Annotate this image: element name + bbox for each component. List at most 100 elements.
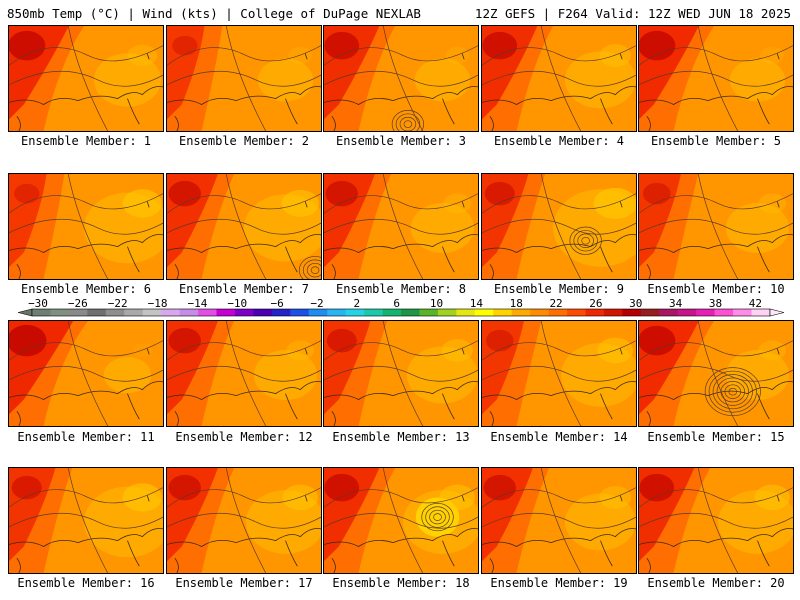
member-label-15: Ensemble Member: 15 <box>647 430 785 444</box>
map-panel-member-14 <box>481 320 637 427</box>
colorbar-swatch <box>677 309 697 316</box>
map-panel-member-12 <box>166 320 322 427</box>
colorbar-swatch <box>308 309 328 316</box>
colorbar-swatch <box>567 309 586 316</box>
member-label-19: Ensemble Member: 19 <box>490 576 628 590</box>
member-label-9: Ensemble Member: 9 <box>493 282 625 296</box>
member-label-2: Ensemble Member: 2 <box>178 134 310 148</box>
colorbar-tick-label: −30 <box>28 298 48 310</box>
colorbar-tick-label: 38 <box>709 298 722 310</box>
valid-time: 12Z GEFS | F264 Valid: 12Z WED JUN 18 20… <box>474 6 791 21</box>
map-panel-member-19 <box>481 467 637 574</box>
colorbar-swatch <box>327 309 346 316</box>
colorbar-tick-label: 30 <box>629 298 642 310</box>
map-panel-member-15 <box>638 320 794 427</box>
member-label-5: Ensemble Member: 5 <box>650 134 782 148</box>
colorbar-tick-label: 6 <box>393 298 400 310</box>
colorbar-swatch <box>437 309 457 316</box>
colorbar-swatch <box>714 309 734 316</box>
colorbar-swatch <box>364 309 383 316</box>
map-panel-member-7 <box>166 173 322 280</box>
colorbar-tick-label: 2 <box>354 298 361 310</box>
colorbar-swatch <box>474 309 494 316</box>
colorbar-swatch <box>456 309 476 316</box>
colorbar-swatch <box>548 309 568 316</box>
map-panel-member-20 <box>638 467 794 574</box>
colorbar-tick-label: −2 <box>310 298 323 310</box>
map-panel-member-17 <box>166 467 322 574</box>
colorbar-tick-label: −6 <box>270 298 283 310</box>
member-label-17: Ensemble Member: 17 <box>175 576 313 590</box>
map-panel-member-11 <box>8 320 164 427</box>
colorbar-swatch <box>124 309 143 316</box>
colorbar-swatch <box>493 309 512 316</box>
map-panel-member-1 <box>8 25 164 132</box>
member-label-16: Ensemble Member: 16 <box>17 576 155 590</box>
colorbar-tick-label: −14 <box>187 298 207 310</box>
colorbar-swatch <box>345 309 365 316</box>
map-panel-member-16 <box>8 467 164 574</box>
colorbar-swatch <box>419 309 439 316</box>
member-label-4: Ensemble Member: 4 <box>493 134 625 148</box>
member-label-20: Ensemble Member: 20 <box>647 576 785 590</box>
member-label-12: Ensemble Member: 12 <box>175 430 313 444</box>
member-label-11: Ensemble Member: 11 <box>17 430 155 444</box>
map-panel-member-5 <box>638 25 794 132</box>
colorbar-swatch <box>585 309 605 316</box>
colorbar-swatch <box>216 309 236 316</box>
colorbar-swatch <box>253 309 273 316</box>
temperature-colorbar: −30 −26 −22 −18 −14 −10 −6 −2 2 6 10 14 18 22 26 30 34 38… <box>18 298 784 317</box>
colorbar-tick-label: −10 <box>227 298 247 310</box>
colorbar-swatch <box>198 309 217 316</box>
member-label-8: Ensemble Member: 8 <box>335 282 467 296</box>
colorbar-tick-label: −22 <box>108 298 128 310</box>
colorbar-swatch <box>382 309 402 316</box>
colorbar-swatch <box>530 309 549 316</box>
colorbar-swatch <box>603 309 623 316</box>
map-panel-member-10 <box>638 173 794 280</box>
member-label-7: Ensemble Member: 7 <box>178 282 310 296</box>
colorbar-swatch <box>87 309 107 316</box>
colorbar-left-arrow <box>18 308 33 317</box>
map-panel-member-6 <box>8 173 164 280</box>
colorbar-swatch <box>179 309 199 316</box>
colorbar-tick-label: 34 <box>669 298 683 310</box>
colorbar-swatch <box>142 309 162 316</box>
colorbar-swatch <box>234 309 254 316</box>
colorbar-tick-label: 10 <box>430 298 443 310</box>
chart-title: 850mb Temp (°C) | Wind (kts) | College o… <box>7 6 421 21</box>
colorbar-tick-label: 22 <box>549 298 562 310</box>
member-label-6: Ensemble Member: 6 <box>20 282 152 296</box>
colorbar-swatch <box>640 309 660 316</box>
colorbar-tick-label: 42 <box>749 298 762 310</box>
colorbar-swatch <box>751 309 771 316</box>
member-label-18: Ensemble Member: 18 <box>332 576 470 590</box>
colorbar-swatch <box>271 309 291 316</box>
colorbar-swatch <box>105 309 125 316</box>
colorbar-swatch <box>659 309 679 316</box>
colorbar-swatch <box>733 309 752 316</box>
colorbar-swatch <box>50 309 70 316</box>
map-panel-member-4 <box>481 25 637 132</box>
colorbar-swatch <box>32 309 51 316</box>
colorbar-tick-label: 14 <box>470 298 484 310</box>
colorbar-swatch <box>511 309 531 316</box>
colorbar-tick-label: −18 <box>148 298 168 310</box>
colorbar-swatch <box>161 309 180 316</box>
member-label-10: Ensemble Member: 10 <box>647 282 785 296</box>
member-label-1: Ensemble Member: 1 <box>20 134 152 148</box>
colorbar-swatch <box>290 309 310 316</box>
colorbar-swatch <box>401 309 420 316</box>
colorbar-tick-label: 18 <box>510 298 523 310</box>
colorbar-tick-label: −26 <box>68 298 88 310</box>
colorbar-tick-label: 26 <box>589 298 602 310</box>
member-label-3: Ensemble Member: 3 <box>335 134 467 148</box>
map-panel-member-8 <box>323 173 479 280</box>
colorbar-swatch <box>68 309 88 316</box>
map-panel-member-18 <box>323 467 479 574</box>
colorbar-swatch <box>696 309 715 316</box>
map-panel-member-13 <box>323 320 479 427</box>
map-panel-member-2 <box>166 25 322 132</box>
map-panel-member-3 <box>323 25 479 132</box>
